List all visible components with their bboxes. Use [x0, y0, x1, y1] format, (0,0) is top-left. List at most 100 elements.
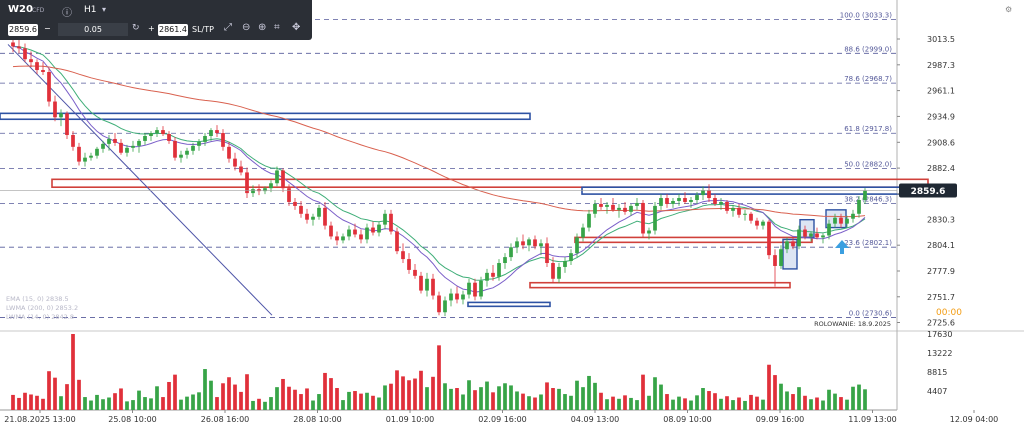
volume-bar: [77, 379, 81, 410]
candle-body: [323, 207, 327, 226]
draw-tool-icon[interactable]: ⌗: [274, 22, 280, 33]
candle-body: [119, 142, 123, 153]
candle-body: [575, 237, 579, 254]
time-tick-label: 09.09 16:00: [756, 415, 805, 424]
volume-bar: [263, 401, 267, 410]
ema-line: [12, 45, 866, 281]
volume-bar: [83, 397, 87, 410]
volume-bar: [347, 391, 351, 410]
volume-bar: [407, 380, 411, 410]
candle-body: [749, 213, 753, 221]
volume-bar: [395, 370, 399, 410]
candle-body: [629, 205, 633, 212]
volume-bar: [419, 370, 423, 410]
candle-body: [857, 200, 861, 214]
candle-body: [401, 251, 405, 260]
volume-bar: [155, 386, 159, 410]
symbol-type-label: CFD: [32, 7, 45, 14]
timeframe-select[interactable]: H1: [84, 5, 97, 15]
volume-bar: [299, 394, 303, 410]
volume-bar: [425, 387, 429, 410]
refresh-icon[interactable]: ↻: [132, 23, 140, 33]
zoom-out-icon[interactable]: ⊖: [242, 22, 251, 33]
move-icon[interactable]: ✥: [292, 22, 301, 33]
volume-input[interactable]: 0.05: [58, 23, 128, 36]
price-tick-label: 2804.1: [927, 241, 955, 250]
fib-level-label: 50.0 (2882.0): [844, 160, 892, 168]
candle-body: [467, 282, 471, 295]
volume-bar: [515, 391, 519, 410]
lwma-slow-line: [12, 65, 866, 218]
volume-bar: [113, 393, 117, 410]
candle-body: [755, 220, 759, 226]
candle-body: [155, 130, 159, 134]
volume-bar: [623, 395, 627, 410]
candle-body: [521, 241, 525, 246]
volume-bar: [29, 394, 33, 410]
volume-bar: [569, 395, 573, 410]
fib-level-label: 0.0 (2730.6): [849, 310, 893, 318]
volume-bar: [755, 396, 759, 410]
trade-toolbar: W20 CFD ⓘ H1 ▾ 2859.6 − 0.05 ↻ + 2861.4 …: [0, 0, 312, 40]
candle-body: [143, 136, 147, 141]
candle-body: [383, 213, 387, 225]
candle-body: [725, 201, 729, 211]
volume-bar: [341, 400, 345, 410]
lwma-fast-line: [12, 45, 866, 293]
fib-level-label: 100.0 (3033.3): [840, 12, 892, 20]
time-tick-label: 01.09 10:00: [386, 415, 435, 424]
candle-body: [203, 136, 207, 142]
volume-bar: [203, 369, 207, 410]
volume-bar: [767, 364, 771, 410]
chevron-down-icon[interactable]: ▾: [102, 5, 107, 14]
zoom-in-icon[interactable]: ⊕: [258, 22, 267, 33]
volume-bar: [17, 397, 21, 410]
volume-bar: [521, 393, 525, 410]
volume-bar: [275, 387, 279, 410]
volume-bar: [89, 400, 93, 410]
volume-bar: [563, 394, 567, 410]
sell-price-button[interactable]: 2859.6: [8, 24, 38, 36]
entry-box: [782, 238, 798, 270]
volume-bar: [485, 381, 489, 410]
volume-bar: [797, 387, 801, 410]
candle-body: [149, 133, 153, 136]
volume-bar: [335, 388, 339, 410]
candle-body: [845, 218, 849, 224]
candle-body: [695, 195, 699, 200]
volume-bar: [65, 384, 69, 410]
volume-bar: [71, 334, 75, 410]
candle-body: [473, 282, 477, 297]
buy-price-button[interactable]: 2861.4: [158, 24, 188, 36]
candle-body: [539, 243, 543, 247]
info-icon[interactable]: ⓘ: [62, 8, 72, 19]
candle-body: [83, 157, 87, 162]
symbol-label[interactable]: W20: [8, 4, 33, 15]
sl-tp-button[interactable]: SL/TP: [192, 25, 214, 34]
candle-body: [107, 138, 111, 144]
candle-body: [569, 253, 573, 262]
volume-bar: [695, 395, 699, 410]
volume-bar: [509, 385, 513, 410]
support-zone-blue: [467, 301, 551, 308]
volume-bar: [725, 396, 729, 410]
candle-body: [707, 190, 711, 199]
candle-body: [419, 275, 423, 291]
candle-body: [77, 146, 81, 162]
expand-icon[interactable]: ⤢: [224, 22, 232, 33]
volume-bar: [317, 394, 321, 410]
volume-decrease-button[interactable]: −: [44, 24, 51, 33]
volume-bar: [293, 389, 297, 410]
time-tick-label: 04.09 13:00: [571, 415, 620, 424]
candle-body: [767, 221, 771, 256]
volume-bar: [59, 396, 63, 410]
volume-bar: [197, 392, 201, 410]
volume-bar: [491, 392, 495, 410]
candle-body: [605, 204, 609, 207]
volume-increase-button[interactable]: +: [148, 24, 155, 33]
candles: [11, 36, 867, 317]
time-tick-label: 08.09 10:00: [663, 415, 712, 424]
fib-level-label: 61.8 (2917.8): [844, 125, 892, 133]
